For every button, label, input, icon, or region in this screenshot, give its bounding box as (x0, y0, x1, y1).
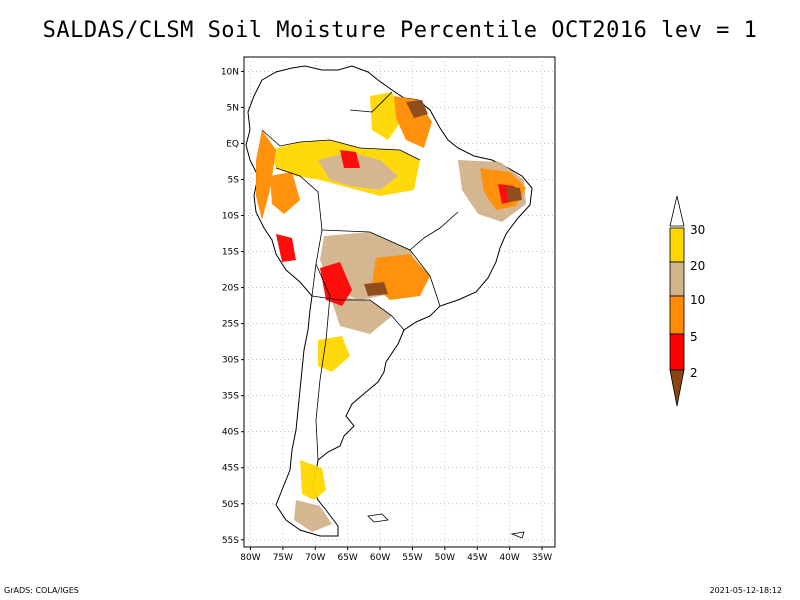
legend-swatch-2-5 (669, 333, 685, 371)
region-below-2 (364, 282, 388, 296)
lat-tick-label: 55S (222, 536, 239, 546)
lon-tick-label: 40W (499, 553, 519, 563)
south-america-outline (245, 65, 533, 537)
lat-tick-label: 50S (222, 500, 239, 510)
legend-top-arrow (669, 195, 685, 227)
region-2-5 (276, 234, 296, 262)
country-borders (261, 91, 459, 461)
legend-label-10: 10 (690, 293, 705, 307)
lon-tick-label: 65W (337, 553, 357, 563)
region-5-10 (372, 254, 430, 300)
percentile-shading (256, 92, 526, 532)
lon-tick-label: 75W (273, 553, 293, 563)
legend-swatch-5-10 (669, 295, 685, 335)
legend-label-5: 5 (690, 330, 698, 344)
region-2-5 (340, 150, 360, 168)
region-10-20 (294, 500, 332, 532)
region-10-20 (330, 296, 392, 334)
region-5-10 (270, 172, 300, 214)
lat-tick-label: 30S (222, 356, 239, 366)
lat-tick-label: EQ (226, 139, 239, 149)
timestamp: 2021-05-12-18:12 (709, 586, 782, 595)
legend-label-2: 2 (690, 366, 698, 380)
lon-tick-label: 45W (467, 553, 487, 563)
region-20-30 (318, 336, 350, 372)
region-20-30 (300, 460, 326, 500)
longitude-labels: 80W 75W 70W 65W 60W 55W 50W 45W 40W 35W (240, 547, 552, 563)
lat-tick-label: 5S (228, 176, 240, 186)
legend-swatch-10-20 (669, 261, 685, 297)
grads-credit: GrADS: COLA/IGES (4, 586, 79, 595)
lat-tick-label: 10N (221, 67, 239, 77)
chart-title: SALDAS/CLSM Soil Moisture Percentile OCT… (42, 18, 758, 43)
colorbar-legend: 30 20 10 5 2 (669, 195, 705, 407)
lat-tick-label: 35S (222, 392, 239, 402)
region-below-2 (506, 186, 522, 202)
south-georgia (510, 531, 525, 539)
lat-tick-label: 5N (227, 103, 239, 113)
lat-tick-label: 10S (222, 212, 239, 222)
region-2-5 (320, 262, 352, 306)
lon-tick-label: 80W (240, 553, 260, 563)
lat-tick-label: 25S (222, 320, 239, 330)
region-10-20 (318, 152, 398, 190)
legend-label-30: 30 (690, 223, 705, 237)
lat-tick-label: 20S (222, 284, 239, 294)
lon-tick-label: 60W (370, 553, 390, 563)
region-20-30 (370, 92, 402, 140)
legend-swatch-20-30 (669, 227, 685, 263)
islands (367, 513, 525, 539)
lon-tick-label: 70W (305, 553, 325, 563)
continent (245, 65, 533, 537)
latitude-labels: 10N 5N EQ 5S 10S 15S 20S 25S 30S 35S 40S 45S 50S 55S (221, 67, 244, 546)
lat-tick-label: 40S (222, 428, 239, 438)
lon-tick-label: 35W (532, 553, 552, 563)
region-5-10 (256, 130, 276, 220)
legend-bottom-arrow (669, 369, 685, 407)
region-below-2 (406, 100, 428, 118)
lat-tick-label: 15S (222, 248, 239, 258)
falkland-islands (367, 513, 389, 523)
lat-tick-label: 45S (222, 464, 239, 474)
lon-tick-label: 55W (402, 553, 422, 563)
lon-tick-label: 50W (435, 553, 455, 563)
legend-label-20: 20 (690, 259, 705, 273)
